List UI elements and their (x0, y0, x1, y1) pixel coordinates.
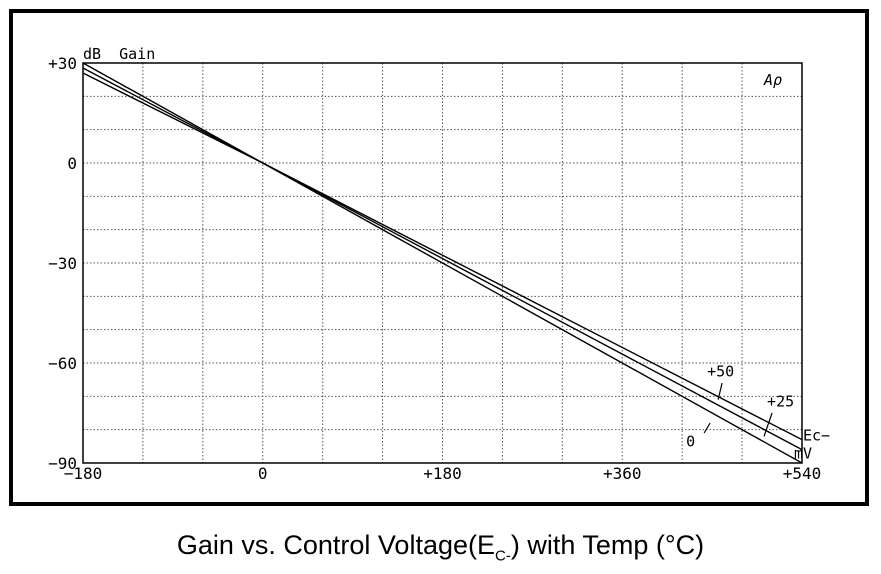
caption-tail: ) with Temp (°C) (510, 530, 705, 560)
x-tick-label: +180 (423, 464, 462, 483)
x-axis-label-top: Ec− (803, 426, 830, 444)
x-tick-label: +540 (783, 464, 822, 483)
y-tick-label: 0 (67, 154, 77, 173)
chart-caption: Gain vs. Control Voltage(EC-) with Temp … (0, 530, 881, 564)
plot-area (82, 62, 803, 464)
corner-label: Aρ (763, 71, 782, 89)
tick-labels: −180 0 +180 +360 +540 +30 0 −30 −60 −90 (48, 54, 821, 483)
y-axis-label: dB Gain (83, 45, 155, 63)
x-tick-label: −180 (64, 464, 103, 483)
y-tick-label: −90 (48, 454, 77, 473)
series-labels: +50 +25 0 (686, 362, 794, 450)
caption-subscript: C- (495, 547, 511, 565)
series-label-1: +25 (767, 392, 794, 410)
series-label-2: 0 (686, 432, 695, 450)
caption-main: Gain vs. Control Voltage(E (176, 530, 495, 560)
series-leader-0 (717, 382, 723, 400)
y-tick-label: −30 (48, 254, 77, 273)
series-label-0: +50 (707, 362, 734, 380)
series-line-2 (82, 62, 803, 464)
y-tick-label: +30 (48, 54, 77, 73)
x-tick-label: 0 (258, 464, 268, 483)
series-lines (82, 62, 803, 464)
chart-frame (9, 9, 869, 506)
series-leader-2 (703, 422, 711, 434)
series-leader-1 (763, 412, 773, 437)
x-axis-label-bottom: mV (794, 444, 812, 462)
y-tick-label: −60 (48, 354, 77, 373)
x-tick-label: +360 (603, 464, 642, 483)
